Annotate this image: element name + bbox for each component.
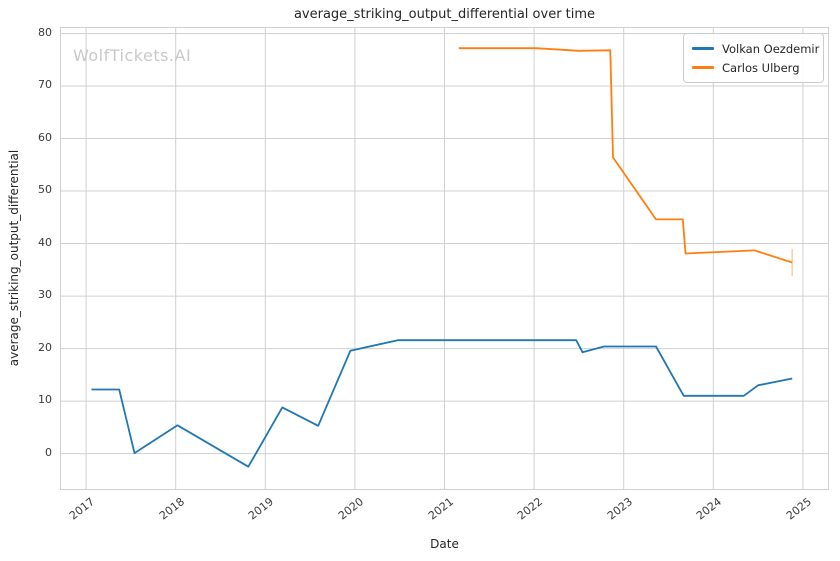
x-tick-label: 2018 bbox=[156, 495, 187, 523]
legend-entry: Carlos Ulberg bbox=[692, 58, 815, 77]
x-tick-label: 2023 bbox=[604, 495, 635, 523]
y-axis-label: average_striking_output_differential bbox=[7, 149, 21, 367]
y-tick-label: 70 bbox=[38, 78, 52, 92]
x-tick-label: 2017 bbox=[67, 495, 98, 523]
legend-entry: Volkan Oezdemir bbox=[692, 39, 819, 58]
y-tick-label: 80 bbox=[38, 25, 52, 39]
y-tick-label: 60 bbox=[38, 130, 52, 144]
y-tick-label: 30 bbox=[38, 288, 52, 302]
x-axis-label: Date bbox=[430, 537, 459, 551]
y-tick-label: 40 bbox=[38, 235, 52, 249]
y-tick-label: 20 bbox=[38, 340, 52, 354]
series-line-carlos-ulberg bbox=[458, 47, 793, 264]
y-tick-label: 0 bbox=[45, 445, 52, 459]
plot-svg bbox=[61, 28, 828, 489]
x-tick-label: 2021 bbox=[425, 495, 456, 523]
y-tick-label: 50 bbox=[38, 183, 52, 197]
x-tick-label: 2024 bbox=[694, 495, 725, 523]
chart-title: average_striking_output_differential ove… bbox=[293, 7, 596, 22]
x-tick-label: 2022 bbox=[515, 495, 546, 523]
plot-area bbox=[60, 27, 829, 490]
legend-label: Carlos Ulberg bbox=[722, 60, 800, 75]
series-line-volkan-oezdemir bbox=[91, 339, 793, 468]
legend-line-icon bbox=[692, 47, 714, 50]
watermark: WolfTickets.AI bbox=[73, 46, 192, 65]
legend-label: Volkan Oezdemir bbox=[722, 41, 820, 56]
legend-line-icon bbox=[692, 66, 714, 69]
x-tick-label: 2020 bbox=[335, 495, 366, 523]
legend-rows: Volkan Oezdemir Carlos Ulberg bbox=[692, 39, 819, 77]
y-tick-label: 10 bbox=[38, 393, 52, 407]
legend: Volkan Oezdemir Carlos Ulberg bbox=[683, 33, 824, 83]
x-tick-label: 2019 bbox=[246, 495, 277, 523]
x-tick-label: 2025 bbox=[783, 495, 814, 523]
